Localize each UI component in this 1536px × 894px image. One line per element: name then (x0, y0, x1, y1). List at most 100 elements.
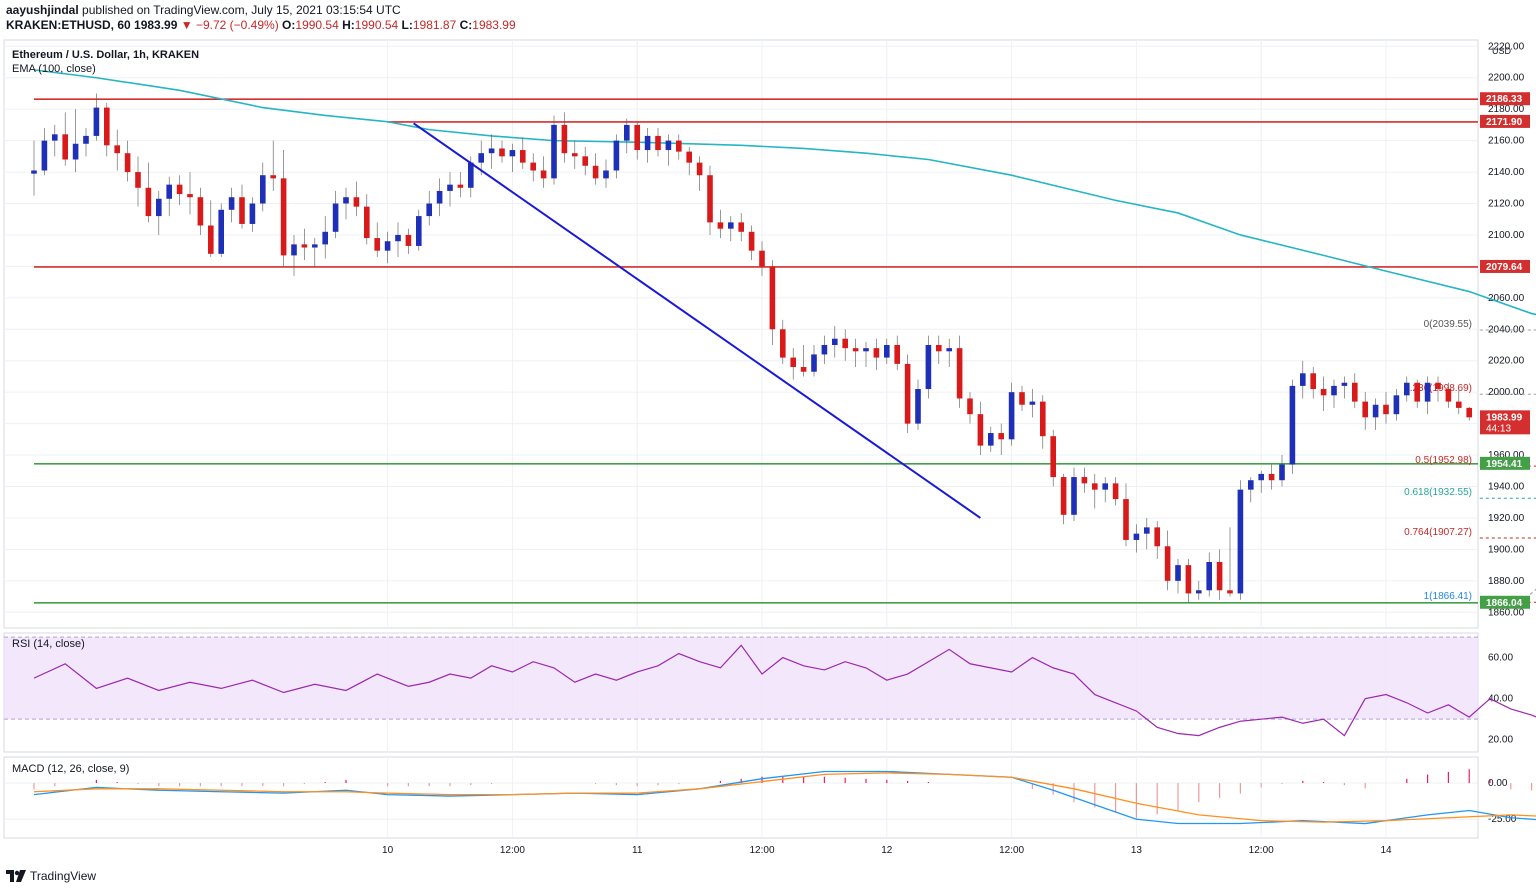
candle-body (93, 107, 100, 136)
candle-body (145, 187, 152, 217)
last-price: 1983.99 (134, 18, 178, 32)
candle-body (561, 124, 568, 154)
candle-body (1258, 473, 1264, 481)
chart-title: Ethereum / U.S. Dollar, 1h, KRAKEN (12, 49, 200, 61)
candle-body (1050, 436, 1056, 478)
candle-body (686, 151, 692, 163)
candle-body (717, 222, 724, 229)
candle-body (988, 433, 994, 446)
candle-body (1196, 590, 1202, 594)
price-tag (1480, 114, 1530, 128)
publish-info: published on TradingView.com, July 15, 2… (82, 3, 401, 17)
candle-body (72, 143, 79, 160)
footer-brand[interactable]: TradingView (6, 869, 96, 883)
candle-body (655, 135, 661, 151)
candle-body (1456, 401, 1462, 408)
candle-body (821, 345, 828, 355)
candle-body (114, 145, 120, 154)
ema-line (33, 69, 1536, 316)
candle-body (166, 184, 172, 199)
candle-body (301, 244, 308, 248)
candle-body (728, 222, 734, 229)
fib-label: 0.618(1932.55) (1404, 487, 1472, 498)
candle-body (936, 345, 942, 352)
candle-body (1310, 373, 1316, 390)
candle-body (956, 348, 963, 399)
candle-body (998, 433, 1004, 440)
price-tag (1480, 92, 1530, 106)
macd-line (33, 770, 1536, 825)
fib-label: 0.764(1907.27) (1404, 527, 1472, 538)
candle-body (1227, 590, 1233, 594)
candle-body (759, 250, 765, 267)
candle-body (374, 238, 380, 251)
candle-body (1164, 546, 1171, 581)
macd-tick-label: -25.00 (1488, 814, 1517, 825)
high-value: 1990.54 (354, 18, 399, 32)
candle-body (1029, 401, 1036, 405)
main-legend: Ethereum / U.S. Dollar, 1h, KRAKEN EMA (… (12, 48, 199, 76)
y-tick-label: 1940.00 (1488, 482, 1525, 493)
candle-body (676, 140, 682, 152)
candle-body (488, 148, 495, 154)
candle-body (738, 222, 744, 232)
price-tag-label: 1954.41 (1486, 459, 1523, 470)
candle-body (1081, 477, 1088, 484)
candle-body (1175, 565, 1181, 581)
candle-body (332, 203, 339, 232)
candle-body (228, 197, 235, 210)
candle-body (1144, 527, 1150, 534)
candle-body (208, 225, 214, 254)
x-tick-label: 12:00 (1249, 845, 1274, 856)
candle-body (904, 363, 911, 424)
candle-body (1362, 401, 1368, 418)
candle-body (405, 234, 412, 246)
price-change: ▼ −9.72 (−0.49%) (180, 18, 279, 32)
candle-body (603, 170, 609, 179)
candle-body (873, 348, 880, 358)
candle-body (52, 134, 58, 141)
candle-body (1092, 483, 1098, 490)
chart-header: aayushjindal published on TradingView.co… (0, 0, 1536, 38)
candle-body (1331, 385, 1337, 396)
candle-body (364, 206, 370, 239)
macd-legend: MACD (12, 26, close, 9) (12, 763, 130, 775)
y-tick-label: 2120.00 (1488, 199, 1525, 210)
open-label: O: (282, 18, 296, 32)
rsi-tick-label: 20.00 (1488, 735, 1513, 746)
fib-label: 0(2039.55) (1424, 319, 1472, 330)
author-name[interactable]: aayushjindal (6, 3, 79, 17)
candle-body (1040, 401, 1046, 437)
rsi-line (33, 644, 1536, 737)
candle-body (540, 170, 547, 179)
x-tick-label: 11 (632, 845, 643, 856)
y-tick-label: 2060.00 (1488, 293, 1525, 304)
candle-body (1435, 382, 1441, 390)
chart-canvas[interactable]: 10 12:00 11 12:00 12 12:00 13 12:00 14 1860.00 188… (0, 38, 1536, 866)
candle-body (1445, 389, 1452, 402)
ohlc-line: KRAKEN:ETHUSD, 60 1983.99 ▼ −9.72 (−0.49… (6, 18, 1530, 33)
candle-body (1320, 389, 1327, 396)
candle-body (613, 140, 620, 171)
candle-body (644, 135, 651, 151)
price-tag (1480, 456, 1530, 470)
rsi-legend: RSI (14, close) (12, 638, 85, 650)
rsi-tick-label: 40.00 (1488, 694, 1513, 705)
candle-body (499, 148, 505, 157)
price-tag-label: 2171.90 (1486, 117, 1523, 128)
candle-body (197, 197, 204, 226)
y-tick-label: 2020.00 (1488, 356, 1525, 367)
candle-body (925, 345, 932, 390)
candle-body (239, 197, 245, 224)
candle-body (509, 150, 516, 157)
candle-body (343, 197, 349, 204)
candle-body (790, 357, 796, 368)
candle-body (280, 178, 287, 256)
candle-body (1289, 385, 1296, 465)
y-tick-label: 2000.00 (1488, 387, 1525, 398)
candle-body (572, 153, 578, 157)
rsi-tick-label: 60.00 (1488, 653, 1513, 664)
candle-body (1466, 407, 1472, 418)
candle-body (312, 244, 318, 248)
y-tick-label: 2140.00 (1488, 167, 1525, 178)
